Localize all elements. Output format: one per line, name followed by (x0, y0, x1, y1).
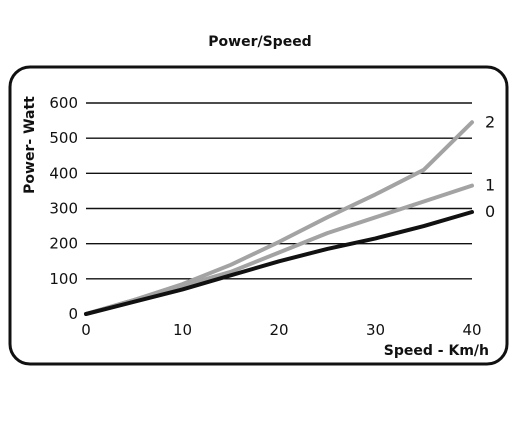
x-tick-label: 20 (269, 321, 288, 339)
y-tick-label: 600 (49, 94, 78, 112)
y-tick-label: 100 (49, 270, 78, 288)
y-tick-label: 400 (49, 164, 78, 182)
x-tick-label: 10 (173, 321, 192, 339)
series-label-0: 0 (485, 202, 495, 221)
y-tick-label: 300 (49, 200, 78, 218)
y-tick-label: 500 (49, 129, 78, 147)
y-tick-label: 0 (68, 305, 78, 323)
series-line-1 (84, 183, 474, 316)
tick-labels: 0 100 200 300 400 500 600 0 10 20 30 40 (49, 94, 481, 339)
x-tick-label: 40 (462, 321, 481, 339)
series-label-1: 1 (485, 176, 495, 195)
x-tick-label: 0 (81, 321, 91, 339)
y-axis-label: Power- Watt (22, 96, 38, 194)
y-tick-label: 200 (49, 235, 78, 253)
x-axis-label: Speed - Km/h (384, 343, 489, 359)
series-labels: 0 1 2 (485, 112, 495, 221)
chart-frame (8, 65, 509, 366)
chart-title: Power/Speed (208, 34, 312, 50)
series-label-2: 2 (485, 112, 495, 131)
series-line-0 (84, 210, 474, 316)
x-tick-label: 30 (366, 321, 385, 339)
series-lines (84, 120, 474, 316)
